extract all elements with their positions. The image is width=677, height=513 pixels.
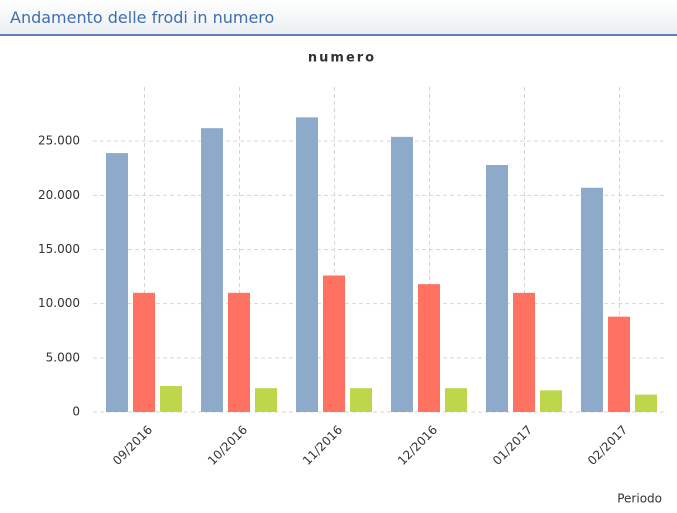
x-axis-label: Periodo: [617, 492, 662, 506]
header-title: Andamento delle frodi in numero: [10, 8, 275, 27]
header: Andamento delle frodi in numero: [0, 0, 677, 36]
bar: [445, 388, 467, 412]
bar: [323, 275, 345, 412]
bar: [581, 187, 603, 412]
x-tick-label: 11/2016: [300, 423, 345, 468]
bar: [486, 165, 508, 412]
x-tick-label: 01/2017: [490, 423, 535, 468]
y-tick-label: 10.000: [38, 296, 80, 310]
bar: [391, 136, 413, 413]
y-tick-label: 25.000: [38, 134, 80, 148]
x-tick-label: 12/2016: [395, 423, 440, 468]
bar: [133, 292, 155, 412]
bar: [418, 284, 440, 412]
bar: [160, 386, 182, 412]
bar: [201, 128, 223, 412]
bar: [255, 388, 277, 412]
bar: [540, 390, 562, 412]
bar: [296, 117, 318, 412]
bar: [350, 388, 372, 412]
bar: [228, 292, 250, 412]
x-tick-label: 02/2017: [585, 423, 630, 468]
y-tick-label: 5.000: [46, 350, 80, 364]
y-tick-label: 20.000: [38, 188, 80, 202]
y-tick-label: 15.000: [38, 242, 80, 256]
bar: [106, 153, 128, 413]
bar: [608, 316, 630, 412]
bar: [513, 292, 535, 412]
chart-title: numero: [308, 51, 376, 66]
bar: [635, 394, 657, 412]
x-tick-label: 09/2016: [110, 423, 155, 468]
y-tick-label: 0: [72, 405, 80, 419]
x-tick-label: 10/2016: [205, 423, 250, 468]
